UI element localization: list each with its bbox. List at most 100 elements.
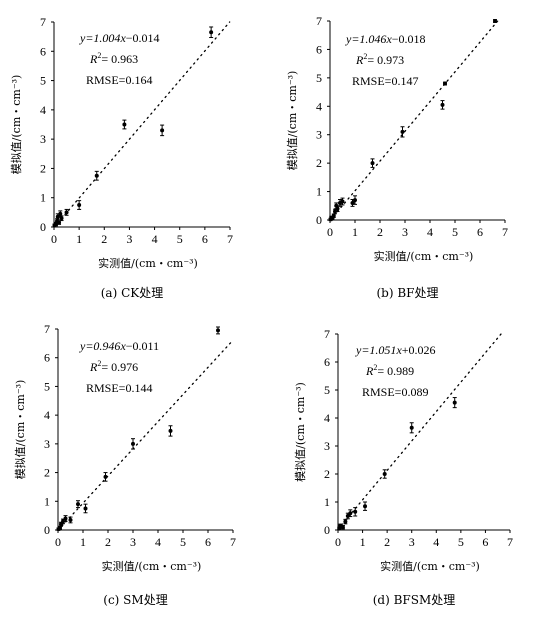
y-tick-label: 5 bbox=[40, 74, 46, 88]
x-tick-label: 4 bbox=[433, 535, 439, 549]
rmse: RMSE=0.164 bbox=[86, 73, 152, 87]
x-tick-label: 5 bbox=[180, 535, 186, 549]
r2-symbol: R bbox=[89, 360, 98, 374]
y-axis-label: 模拟值/(cm・cm⁻³) bbox=[13, 380, 27, 480]
data-point bbox=[131, 441, 135, 446]
x-tick-label: 6 bbox=[205, 535, 211, 549]
x-tick-label: 7 bbox=[227, 232, 233, 246]
data-point bbox=[353, 198, 357, 203]
x-tick-label: 2 bbox=[384, 535, 390, 549]
regression-equation: y=1.046x−0.018 bbox=[345, 32, 426, 46]
regression-equation: y=0.946x−0.011 bbox=[79, 339, 159, 353]
data-point bbox=[363, 504, 368, 509]
y-tick-label: 4 bbox=[316, 99, 322, 113]
x-tick-label: 3 bbox=[126, 232, 132, 246]
data-point bbox=[77, 203, 82, 208]
x-tick-label: 2 bbox=[377, 225, 383, 239]
data-point bbox=[370, 161, 375, 166]
y-tick-label: 0 bbox=[316, 213, 322, 227]
y-tick-label: 0 bbox=[324, 523, 330, 537]
rmse: RMSE=0.144 bbox=[86, 381, 152, 395]
data-point bbox=[353, 509, 358, 514]
data-point bbox=[400, 129, 405, 134]
r2-symbol: R bbox=[89, 52, 98, 66]
r2-value: = 0.989 bbox=[377, 364, 414, 378]
r2-symbol: R bbox=[355, 53, 364, 67]
y-tick-label: 7 bbox=[316, 14, 322, 28]
x-tick-label: 0 bbox=[51, 232, 57, 246]
x-tick-label: 0 bbox=[55, 535, 61, 549]
data-point bbox=[94, 173, 99, 178]
panel-caption: (d) BFSM处理 bbox=[373, 593, 456, 607]
y-tick-label: 6 bbox=[44, 351, 50, 365]
y-axis-label: 模拟值/(cm・cm⁻³) bbox=[293, 382, 307, 482]
equation-var: x bbox=[119, 31, 126, 45]
panel-caption: (c) SM处理 bbox=[103, 593, 167, 607]
x-tick-label: 1 bbox=[80, 535, 86, 549]
equation-intercept: +0.026 bbox=[402, 343, 436, 357]
r2-value: = 0.976 bbox=[101, 360, 138, 374]
equation-intercept: −0.014 bbox=[126, 31, 160, 45]
y-tick-label: 7 bbox=[324, 327, 330, 341]
y-tick-label: 3 bbox=[40, 132, 46, 146]
y-axis-label: 模拟值/(cm・cm⁻³) bbox=[285, 71, 299, 171]
x-tick-label: 5 bbox=[177, 232, 183, 246]
panel-caption: (a) CK处理 bbox=[101, 286, 163, 300]
equation-intercept: −0.011 bbox=[126, 339, 159, 353]
r2-superscript: 2 bbox=[97, 359, 101, 368]
rmse: RMSE=0.147 bbox=[352, 74, 418, 88]
y-tick-label: 1 bbox=[40, 191, 46, 205]
data-point bbox=[122, 122, 127, 127]
x-tick-label: 6 bbox=[477, 225, 483, 239]
x-tick-label: 5 bbox=[452, 225, 458, 239]
y-tick-label: 5 bbox=[324, 383, 330, 397]
data-point bbox=[216, 328, 220, 333]
x-tick-label: 2 bbox=[101, 232, 107, 246]
x-tick-label: 0 bbox=[335, 535, 341, 549]
x-tick-label: 4 bbox=[427, 225, 433, 239]
data-point bbox=[76, 502, 80, 507]
data-point bbox=[168, 428, 173, 433]
r-squared: R2= 0.973 bbox=[355, 52, 404, 67]
data-point bbox=[493, 19, 497, 23]
data-point bbox=[103, 474, 108, 479]
x-axis-label: 实测值/(cm・cm⁻³) bbox=[374, 249, 474, 263]
y-tick-label: 7 bbox=[44, 322, 50, 336]
regression-line bbox=[337, 333, 502, 530]
x-tick-label: 7 bbox=[502, 225, 508, 239]
equation-var: x bbox=[119, 339, 126, 353]
x-tick-label: 1 bbox=[360, 535, 366, 549]
data-point bbox=[59, 216, 64, 221]
r2-superscript: 2 bbox=[373, 363, 377, 372]
data-point bbox=[83, 506, 88, 511]
y-tick-label: 6 bbox=[316, 42, 322, 56]
y-tick-label: 3 bbox=[324, 439, 330, 453]
x-axis-label: 实测值/(cm・cm⁻³) bbox=[98, 256, 198, 270]
equation-intercept: −0.018 bbox=[392, 32, 426, 46]
r2-superscript: 2 bbox=[363, 52, 367, 61]
x-tick-label: 3 bbox=[409, 535, 415, 549]
y-tick-label: 1 bbox=[316, 185, 322, 199]
y-tick-label: 6 bbox=[40, 44, 46, 58]
r-squared: R2= 0.976 bbox=[89, 359, 138, 374]
y-tick-label: 3 bbox=[316, 128, 322, 142]
data-point bbox=[160, 128, 165, 133]
data-point bbox=[409, 425, 414, 430]
r2-value: = 0.963 bbox=[101, 52, 138, 66]
data-point bbox=[61, 519, 65, 524]
x-tick-label: 0 bbox=[327, 225, 333, 239]
r2-symbol: R bbox=[365, 364, 374, 378]
y-tick-label: 7 bbox=[40, 15, 46, 29]
x-axis-label: 实测值/(cm・cm⁻³) bbox=[102, 559, 202, 573]
data-point bbox=[348, 511, 353, 516]
data-point bbox=[209, 30, 214, 35]
data-point bbox=[58, 211, 63, 216]
x-tick-label: 5 bbox=[458, 535, 464, 549]
y-tick-label: 1 bbox=[44, 494, 50, 508]
data-point bbox=[340, 525, 345, 530]
y-tick-label: 0 bbox=[44, 523, 50, 537]
